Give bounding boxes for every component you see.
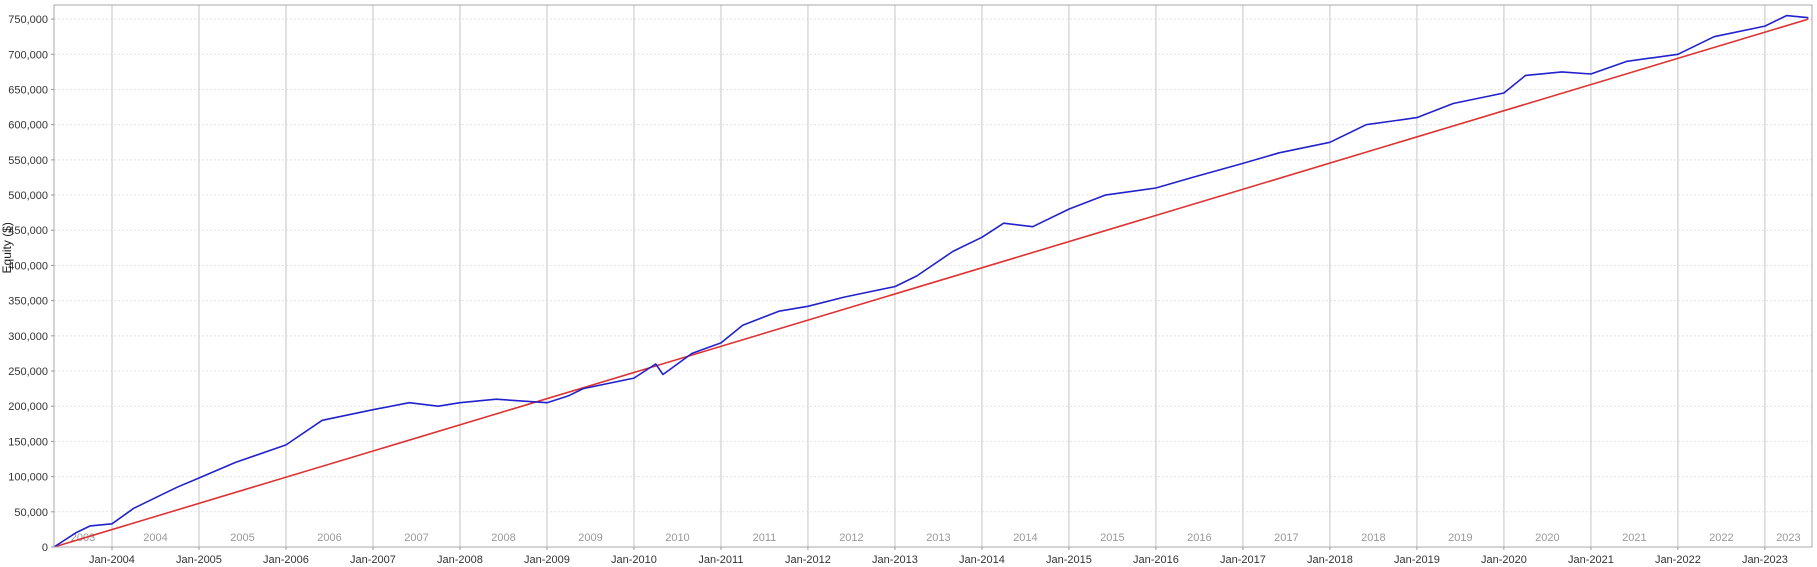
x-tick-label: Jan-2018 (1307, 554, 1353, 566)
x-tick-label: Jan-2008 (437, 554, 483, 566)
year-label: 2020 (1535, 532, 1559, 544)
x-tick-label: Jan-2009 (524, 554, 570, 566)
year-label: 2018 (1361, 532, 1385, 544)
x-tick-label: Jan-2016 (1133, 554, 1179, 566)
y-tick-label: 500,000 (8, 190, 48, 202)
series-lines (53, 14, 1809, 548)
year-label: 2023 (1776, 532, 1800, 544)
year-label: 2012 (839, 532, 863, 544)
x-tick-label: Jan-2015 (1046, 554, 1092, 566)
year-label: 2006 (317, 532, 341, 544)
year-label: 2015 (1100, 532, 1124, 544)
y-tick-label: 100,000 (8, 472, 48, 484)
x-tick-label: Jan-2021 (1568, 554, 1614, 566)
x-tick-label: Jan-2019 (1394, 554, 1440, 566)
y-axis: 0 50,000 100,000 150,000 200,000 250,000 300,0… (8, 14, 54, 554)
x-tick-label: Jan-2020 (1481, 554, 1527, 566)
year-label: 2016 (1187, 532, 1211, 544)
year-label: 2019 (1448, 532, 1472, 544)
series-line (53, 18, 1809, 548)
y-tick-label: 350,000 (8, 296, 48, 308)
y-tick-label: 400,000 (8, 260, 48, 272)
plot-frame (53, 4, 1813, 548)
y-tick-label: 50,000 (14, 507, 48, 519)
x-tick-label: Jan-2012 (785, 554, 831, 566)
year-labels: 2003 2004 2005 2006 2007 2008 2009 2010 2011 2012… (71, 532, 1801, 544)
y-tick-label: 150,000 (8, 436, 48, 448)
year-label: 2005 (230, 532, 254, 544)
x-tick-label: Jan-2011 (698, 554, 743, 566)
y-tick-label: 700,000 (8, 49, 48, 61)
x-tick-label: Jan-2007 (350, 554, 396, 566)
year-label: 2011 (753, 532, 777, 544)
year-label: 2017 (1274, 532, 1298, 544)
year-label: 2014 (1013, 532, 1037, 544)
x-tick-label: Jan-2006 (263, 554, 309, 566)
year-label: 2007 (404, 532, 428, 544)
y-tick-label: 550,000 (8, 155, 48, 167)
x-tick-label: Jan-2017 (1220, 554, 1266, 566)
series-line (53, 14, 1809, 548)
x-tick-label: Jan-2014 (959, 554, 1005, 566)
y-tick-label: 650,000 (8, 84, 48, 96)
y-tick-label: 450,000 (8, 225, 48, 237)
year-label: 2009 (578, 532, 602, 544)
y-tick-label: 250,000 (8, 366, 48, 378)
y-tick-label: 0 (42, 542, 48, 554)
y-tick-label: 200,000 (8, 401, 48, 413)
year-label: 2013 (926, 532, 950, 544)
x-tick-label: Jan-2004 (89, 554, 135, 566)
grid (54, 5, 1812, 548)
year-label: 2022 (1709, 532, 1733, 544)
y-tick-label: 750,000 (8, 14, 48, 26)
year-label: 2008 (491, 532, 515, 544)
y-tick-label: 300,000 (8, 331, 48, 343)
year-label: 2010 (665, 532, 689, 544)
year-label: 2004 (143, 532, 167, 544)
year-label: 2021 (1622, 532, 1646, 544)
x-tick-label: Jan-2013 (872, 554, 918, 566)
x-axis: Jan-2004 Jan-2005 Jan-2006 Jan-2007 Jan-2008… (89, 547, 1788, 566)
y-axis-label: Equity ($) (0, 222, 14, 273)
y-tick-label: 600,000 (8, 120, 48, 132)
x-tick-label: Jan-2005 (176, 554, 222, 566)
x-tick-label: Jan-2010 (611, 554, 657, 566)
x-tick-label: Jan-2023 (1742, 554, 1788, 566)
x-tick-label: Jan-2022 (1655, 554, 1701, 566)
